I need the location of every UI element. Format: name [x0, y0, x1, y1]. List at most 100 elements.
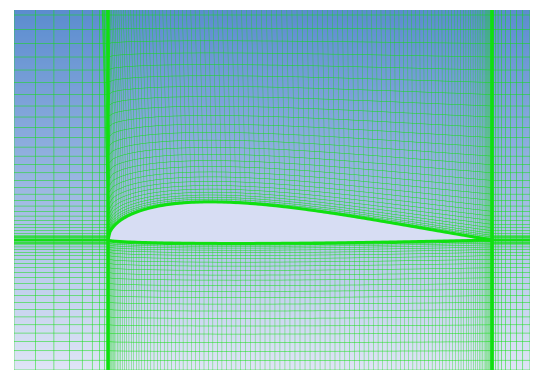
mesh-curve	[107, 160, 493, 181]
mesh-line	[155, 10, 161, 206]
mesh-line	[109, 10, 117, 225]
mesh-line	[431, 10, 433, 230]
mesh-line	[203, 10, 209, 202]
mesh-curve	[107, 263, 493, 267]
mesh-line	[441, 10, 443, 232]
mesh-curve	[107, 115, 493, 128]
mesh-curve	[107, 241, 493, 246]
mesh-curve	[107, 249, 493, 253]
mesh-line	[337, 10, 341, 215]
mesh-curve	[107, 166, 493, 188]
mesh-curve	[107, 288, 493, 292]
mesh-line	[342, 10, 345, 216]
mesh-curve	[107, 154, 493, 174]
mesh-curve	[107, 75, 493, 83]
mesh-line	[380, 10, 383, 222]
mesh-line	[148, 10, 155, 208]
mesh-curve	[107, 52, 493, 58]
mesh-line	[286, 10, 291, 208]
mesh-line	[208, 10, 214, 202]
mesh-line	[145, 10, 151, 208]
mesh-line	[291, 10, 296, 209]
mesh-line	[256, 10, 261, 205]
mesh-line	[142, 10, 148, 209]
mesh-line	[361, 10, 365, 219]
mesh-line	[366, 10, 369, 219]
mesh-line	[403, 10, 405, 226]
mesh-curve	[107, 350, 492, 352]
mesh-line	[130, 10, 137, 213]
mesh-curve	[107, 123, 493, 138]
mesh-curve	[107, 283, 493, 286]
mesh-curve	[107, 64, 493, 71]
mesh-curve	[107, 258, 493, 263]
mesh-curve	[107, 255, 493, 259]
mesh-line	[120, 10, 127, 217]
mesh-line	[281, 10, 286, 207]
mesh-line	[276, 10, 281, 207]
mesh-line	[127, 10, 134, 214]
mesh-curve	[107, 252, 493, 256]
mesh-line	[398, 10, 401, 225]
mesh-curve	[107, 132, 493, 148]
mesh-curve	[107, 27, 492, 30]
mesh-line	[158, 10, 165, 206]
mesh-curve	[107, 309, 493, 312]
background-gradient	[14, 10, 530, 370]
mesh-curve	[107, 246, 493, 251]
mesh-line	[266, 10, 271, 206]
mesh-viewport[interactable]	[14, 10, 530, 370]
mesh-curve	[107, 197, 493, 229]
mesh-line	[389, 10, 392, 223]
mesh-line	[199, 10, 205, 202]
mesh-line	[111, 10, 118, 223]
mesh-curve	[107, 96, 493, 107]
mesh-curve	[107, 139, 493, 157]
mesh-curve	[107, 267, 493, 271]
mesh-block-edges	[14, 10, 530, 370]
mesh-curve	[107, 171, 493, 195]
mesh-line	[438, 10, 440, 232]
mesh-line	[125, 10, 132, 215]
mesh-curve	[107, 324, 493, 327]
mesh-curve	[107, 181, 493, 207]
mesh-curve	[107, 244, 493, 249]
mesh-line	[212, 10, 218, 202]
mesh-curve	[107, 185, 493, 212]
airfoil-lower-surface	[107, 238, 493, 245]
mesh-line	[116, 10, 123, 219]
mesh-line	[407, 10, 409, 226]
mesh-curve	[107, 192, 493, 221]
mesh-curve	[107, 332, 492, 335]
mesh-line	[394, 10, 397, 224]
airfoil-body	[108, 201, 492, 244]
mesh-curve	[107, 194, 493, 225]
mesh-canvas[interactable]	[14, 10, 530, 370]
mesh-line	[118, 10, 125, 218]
mesh-line	[376, 10, 379, 221]
mesh-line	[411, 10, 414, 227]
mesh-line	[317, 10, 321, 212]
mesh-curve	[107, 242, 493, 247]
mesh-line	[445, 10, 447, 233]
mesh-line	[139, 10, 145, 210]
mesh-curve	[107, 272, 493, 276]
mesh-line	[427, 10, 429, 230]
mesh-line	[114, 10, 121, 221]
mesh-line	[271, 10, 276, 206]
mesh-line	[322, 10, 326, 213]
mesh-line	[448, 10, 450, 233]
mesh-line	[194, 10, 200, 203]
mesh-line	[123, 10, 130, 216]
mesh-line	[371, 10, 374, 220]
mesh-line	[151, 10, 158, 207]
mesh-line	[352, 10, 355, 217]
mesh-line	[261, 10, 266, 205]
mesh-curve	[107, 176, 493, 201]
mesh-line	[347, 10, 350, 216]
mesh-line	[434, 10, 436, 231]
mesh-curve	[107, 147, 493, 165]
mesh-curve	[107, 316, 493, 319]
mesh-curve	[107, 105, 493, 118]
mesh-line	[327, 10, 331, 213]
